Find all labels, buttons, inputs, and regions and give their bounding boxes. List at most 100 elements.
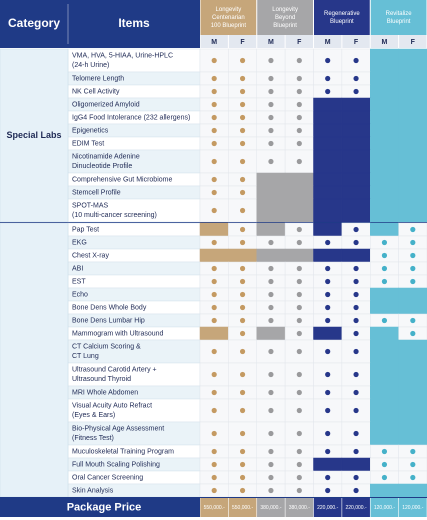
included-dot [211, 75, 217, 82]
item-label: MRI Whole Abdomen [72, 389, 138, 396]
included-dot [239, 407, 246, 414]
package-name: Longevity [216, 7, 242, 13]
item-label: Bio-Physical Age Assessment [72, 426, 164, 433]
included-dot [296, 101, 302, 108]
included-dot [296, 114, 302, 121]
cell-excluded [370, 385, 399, 400]
cell-excluded [284, 198, 314, 223]
cell-excluded [370, 97, 399, 112]
category-cell [0, 48, 69, 223]
item-label: Oral Cancer Screening [72, 474, 143, 481]
item-label: Ultrasound Thyroid [72, 376, 131, 383]
included-dot [325, 265, 331, 272]
included-dot [239, 189, 246, 196]
cell-excluded [398, 362, 427, 387]
cell-excluded [370, 185, 399, 200]
cell-excluded [313, 149, 343, 174]
included-dot [325, 487, 331, 494]
item-label: EST [72, 278, 86, 285]
included-dot [353, 448, 359, 455]
included-dot [325, 278, 331, 285]
category-cell [0, 222, 69, 498]
cell-excluded [313, 198, 343, 223]
included-dot [353, 278, 359, 285]
included-dot [325, 88, 331, 95]
price-label: 550,000.- [204, 505, 225, 511]
cell-excluded [313, 110, 343, 125]
price-label: 120,000.- [402, 505, 423, 511]
cell-excluded [370, 326, 399, 341]
cell-excluded [398, 185, 427, 200]
cell-excluded [341, 185, 371, 200]
included-dot [211, 207, 217, 214]
cell-excluded [370, 71, 399, 86]
included-dot [239, 207, 246, 214]
item-label: (Eyes & Ears) [72, 412, 115, 419]
item-label: (Fitness Test) [72, 435, 114, 442]
included-dot [211, 127, 217, 134]
included-dot [296, 226, 302, 233]
cell-excluded [370, 136, 399, 151]
gender-label: M [325, 39, 331, 46]
package-name: Beyond [275, 15, 295, 21]
included-dot [381, 239, 388, 246]
gender-header [370, 35, 399, 48]
package-name: 100 Blueprint [211, 23, 247, 29]
cell-excluded [370, 172, 399, 187]
included-dot [211, 57, 217, 64]
item-label: Full Mouth Scaling Polishing [72, 461, 160, 468]
included-dot [296, 317, 302, 324]
included-dot [353, 291, 359, 298]
included-dot [410, 317, 416, 324]
cell-excluded [398, 97, 427, 112]
gender-header [342, 35, 370, 48]
gender-label: F [411, 39, 416, 46]
cell-excluded [313, 185, 343, 200]
price-cell [398, 498, 427, 517]
included-dot [268, 140, 274, 147]
cell-excluded [341, 97, 371, 112]
cell-excluded [199, 326, 229, 341]
cell-excluded [256, 326, 286, 341]
item-label: VMA, HVA, 5-HIAA, Urine-HPLC [72, 53, 173, 60]
included-dot [325, 317, 331, 324]
included-dot [325, 474, 331, 481]
included-dot [239, 291, 246, 298]
gender-label: M [382, 39, 388, 46]
included-dot [381, 461, 388, 468]
cell-excluded [370, 398, 399, 423]
cell-excluded [398, 110, 427, 125]
included-dot [239, 461, 246, 468]
cell-excluded [398, 483, 427, 498]
included-dot [239, 430, 246, 437]
included-dot [353, 389, 359, 396]
included-dot [268, 389, 274, 396]
included-dot [353, 57, 359, 64]
included-dot [239, 114, 246, 121]
included-dot [239, 88, 246, 95]
included-dot [410, 226, 416, 233]
cell-excluded [370, 48, 399, 73]
included-dot [239, 474, 246, 481]
item-label: (24-h Urine) [72, 62, 109, 69]
included-dot [268, 114, 274, 121]
included-dot [211, 88, 217, 95]
item-label: Echo [72, 291, 88, 298]
item-label: Bone Dens Whole Body [72, 304, 147, 311]
cell-excluded [398, 287, 427, 302]
included-dot [296, 88, 302, 95]
included-dot [239, 75, 246, 82]
included-dot [211, 461, 217, 468]
cell-excluded [341, 110, 371, 125]
cell-excluded [256, 248, 286, 263]
cell-excluded [370, 300, 399, 315]
cell-excluded [313, 457, 343, 472]
item-label: Dinucleotide Profile [72, 163, 132, 170]
price-label: 220,000.- [317, 505, 338, 511]
included-dot [211, 278, 217, 285]
included-dot [353, 407, 359, 414]
included-dot [296, 487, 302, 494]
price-cell [257, 498, 285, 517]
included-dot [211, 101, 217, 108]
cell-excluded [341, 198, 371, 223]
